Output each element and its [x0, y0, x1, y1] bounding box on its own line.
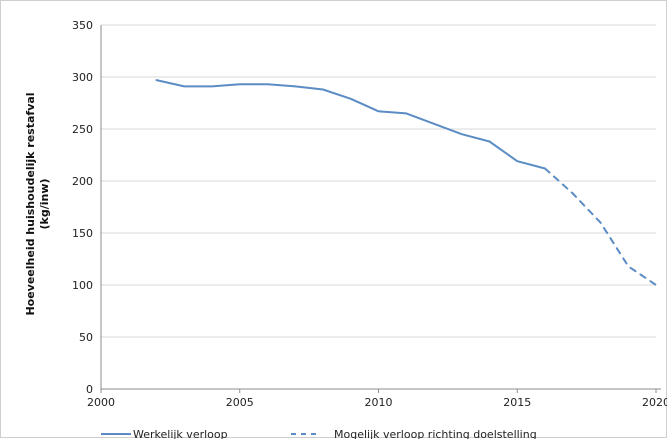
- y-axis-label-line-2: (kg/inw): [38, 178, 51, 229]
- legend-label-mogelijk: Mogelijk verloop richting doelstelling: [334, 428, 537, 439]
- series-lines: [155, 79, 657, 286]
- gridlines: [101, 24, 656, 338]
- x-tick-label-2000: 2000: [87, 396, 115, 409]
- series-line-0: [155, 79, 546, 170]
- legend-label-werkelijk: Werkelijk verloop: [133, 428, 228, 439]
- series-line-1: [544, 167, 657, 286]
- y-tick-label-300: 300: [72, 71, 93, 84]
- y-tick-label-250: 250: [72, 123, 93, 136]
- y-tick-label-0: 0: [86, 383, 93, 396]
- x-tick-label-2020: 2020: [642, 396, 667, 409]
- y-tick-label-100: 100: [72, 279, 93, 292]
- tick-labels: 0 50 100 150 200 250 300 350 2000 2005 2010 2015 202…: [72, 19, 667, 409]
- y-axis-label-line-1: Hoeveelheid huishoudelijk restafval: [24, 92, 37, 315]
- y-tick-label-50: 50: [79, 331, 93, 344]
- legend: Werkelijk verloop Mogelijk verloop richt…: [101, 428, 537, 439]
- y-tick-label-350: 350: [72, 19, 93, 32]
- x-tick-label-2015: 2015: [503, 396, 531, 409]
- x-tick-label-2005: 2005: [226, 396, 254, 409]
- x-tick-label-2010: 2010: [365, 396, 393, 409]
- y-tick-label-150: 150: [72, 227, 93, 240]
- axes: [100, 25, 661, 393]
- y-tick-label-200: 200: [72, 175, 93, 188]
